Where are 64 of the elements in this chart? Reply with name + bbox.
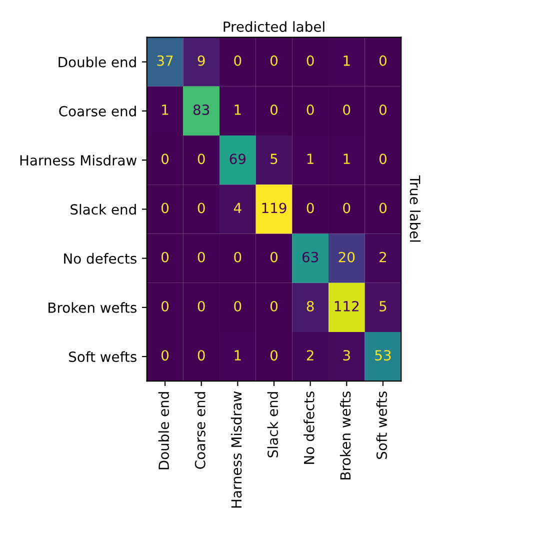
data-label: 119 [262,202,286,214]
data-label: 1 [162,104,168,115]
data-label: 0 [306,55,314,66]
data-label: 0 [270,252,278,262]
data-label: 3 [343,350,350,361]
data-label: 0 [379,154,386,164]
x-axis-title: Predicted label [224,21,324,32]
data-label: 0 [343,104,350,116]
y-tick-label: No defects [64,253,136,264]
data-label: 0 [234,252,242,262]
data-label: 0 [234,300,242,312]
data-label: 1 [234,350,241,360]
data-label: 0 [270,350,278,361]
data-label: 83 [193,104,210,116]
data-label: 0 [379,55,386,66]
data-label: 2 [380,252,386,262]
data-label: 0 [162,300,169,312]
data-label: 1 [344,154,350,164]
data-label: 5 [270,154,278,164]
data-label: 8 [306,300,314,312]
y-axis-title: True label [410,175,421,242]
data-label: 0 [198,252,205,262]
data-label: 0 [270,104,278,116]
data-label: 37 [157,55,173,66]
data-label: 0 [234,55,242,66]
data-label: 0 [306,202,314,214]
data-label: 0 [162,154,169,164]
data-label: 0 [379,202,386,214]
x-tick-label: Slack end [267,392,278,458]
y-tick-label: Soft wefts [69,351,136,362]
data-label: 1 [234,104,241,115]
data-label: 53 [375,350,391,361]
data-label: 5 [380,301,386,312]
y-tick-label: Broken wefts [48,302,136,313]
x-tick-label: Coarse end [194,392,206,469]
data-label: 0 [162,252,169,262]
x-tick-label: Harness Misdraw [230,391,242,508]
data-label: 0 [198,300,205,312]
data-label: 63 [302,252,318,262]
y-tick-label: Double end [58,56,136,68]
data-label: 112 [334,300,359,312]
y-tick-label: Harness Misdraw [20,154,137,166]
data-label: 0 [198,154,205,164]
data-label: 9 [198,55,205,66]
data-label: 0 [306,104,314,116]
x-tick-label: Broken wefts [340,391,351,480]
data-label: 69 [230,154,246,164]
x-tick-label: Soft wefts [376,391,388,459]
data-label: 2 [306,350,314,360]
data-label: 1 [307,154,314,164]
x-tick-label: No defects [304,392,314,464]
y-tick-label: Coarse end [59,106,136,116]
data-label: 0 [343,202,350,214]
data-label: 0 [270,55,278,66]
data-label: 0 [198,350,205,361]
data-label: 4 [234,202,242,214]
data-label: 0 [162,350,169,361]
y-tick-label: Slack end [70,204,136,215]
data-label: 0 [270,300,278,312]
data-label: 1 [344,56,350,66]
data-label: 0 [198,202,205,214]
data-label: 0 [379,104,386,116]
data-label: 0 [162,202,169,214]
data-label: 20 [338,252,355,262]
